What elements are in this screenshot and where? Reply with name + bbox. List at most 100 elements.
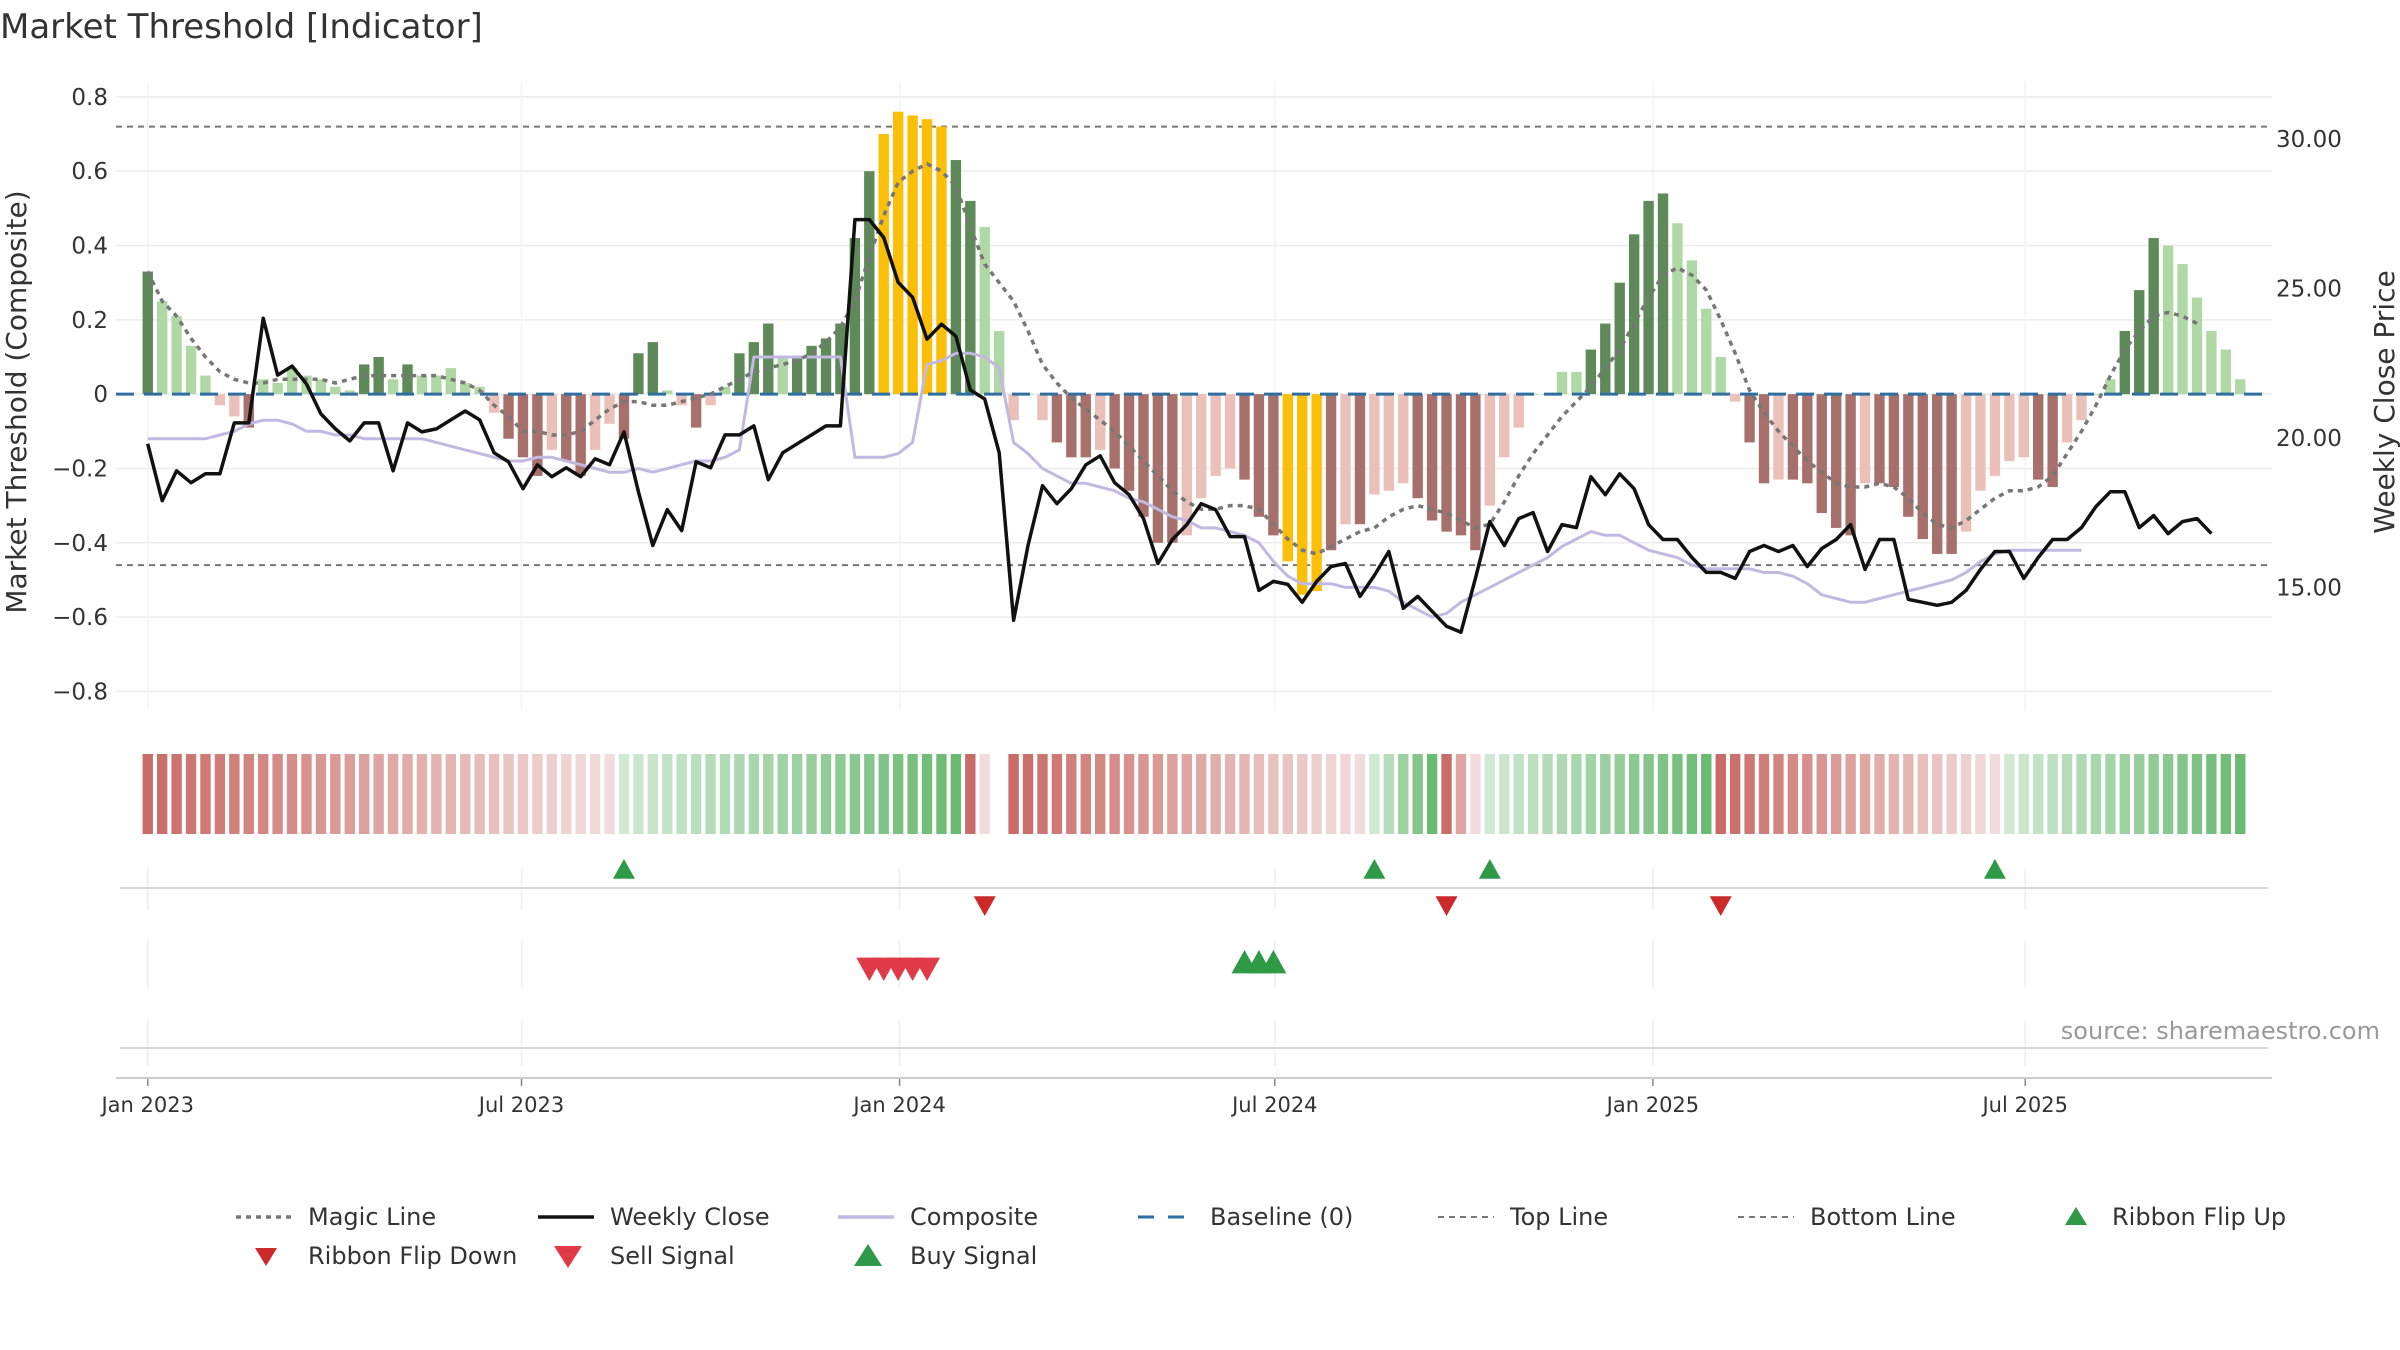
composite-bar bbox=[1095, 394, 1106, 450]
composite-bar bbox=[1874, 394, 1885, 484]
composite-bar bbox=[1600, 323, 1611, 395]
ribbon-cell bbox=[1542, 754, 1553, 834]
composite-bar bbox=[589, 394, 601, 450]
ribbon-cell bbox=[921, 754, 933, 834]
ribbon-cell bbox=[748, 754, 760, 834]
y-left-tick-label: −0.4 bbox=[52, 531, 108, 557]
ribbon-cell bbox=[200, 754, 211, 834]
ribbon-cell bbox=[965, 754, 976, 834]
chart-title: Market Threshold [Indicator] bbox=[0, 7, 483, 47]
composite-bar bbox=[1845, 394, 1856, 536]
ribbon-cell bbox=[2134, 754, 2145, 834]
legend-label: Top Line bbox=[1509, 1203, 1608, 1231]
composite-bar bbox=[849, 238, 861, 395]
composite-bar bbox=[258, 379, 269, 395]
ribbon-cell bbox=[1152, 754, 1164, 834]
ribbon-cell bbox=[1960, 754, 1972, 834]
limit-lines bbox=[116, 125, 2272, 567]
composite-bar bbox=[1123, 394, 1135, 491]
ribbon-cell bbox=[1239, 754, 1250, 834]
ribbon-cell bbox=[1484, 754, 1496, 834]
ribbon-cell bbox=[647, 754, 659, 834]
ribbon-cell bbox=[1874, 754, 1885, 834]
composite-bar bbox=[1975, 394, 1986, 491]
composite-bar bbox=[359, 364, 370, 395]
composite-bar bbox=[1701, 308, 1712, 395]
ribbon-cell bbox=[618, 754, 630, 834]
composite-bar bbox=[229, 394, 240, 417]
legend-label: Buy Signal bbox=[910, 1242, 1037, 1270]
ribbon-cell bbox=[777, 754, 788, 834]
composite-bar bbox=[604, 394, 615, 424]
composite-bar bbox=[1297, 394, 1308, 595]
composite-bar bbox=[618, 394, 630, 439]
ribbon-cell bbox=[820, 754, 832, 834]
ribbon-cell bbox=[503, 754, 514, 834]
composite-bar bbox=[1196, 394, 1207, 499]
ribbon-cell bbox=[676, 754, 687, 834]
composite-bar bbox=[993, 330, 1005, 395]
ribbon-cell bbox=[2076, 754, 2087, 834]
composite-bar bbox=[662, 390, 673, 395]
composite-bar bbox=[1614, 282, 1625, 395]
composite-bar bbox=[1932, 394, 1943, 554]
ribbon-cell bbox=[402, 754, 413, 834]
composite-bar bbox=[402, 364, 413, 395]
ribbon-cell bbox=[1325, 754, 1337, 834]
composite-bar bbox=[1224, 394, 1236, 469]
composite-bar bbox=[719, 386, 731, 395]
y-left-tick-label: 0.8 bbox=[71, 85, 108, 111]
composite-bar bbox=[1051, 394, 1063, 443]
composite-bar bbox=[1787, 394, 1799, 480]
ribbon-cell bbox=[185, 754, 197, 834]
composite-bar bbox=[2162, 245, 2174, 395]
composite-bar bbox=[1470, 394, 1481, 551]
composite-bar bbox=[1426, 394, 1438, 521]
composite-bar bbox=[171, 316, 182, 395]
ribbon-cell bbox=[1859, 754, 1871, 834]
ribbon-cell bbox=[1729, 754, 1741, 834]
composite-bar bbox=[1181, 394, 1192, 536]
ribbon-cell bbox=[1932, 754, 1943, 834]
composite-bar bbox=[633, 353, 644, 395]
composite-bar bbox=[1066, 394, 1077, 458]
composite-bar bbox=[1412, 394, 1423, 499]
ribbon-cell bbox=[719, 754, 731, 834]
ribbon-cell bbox=[1657, 754, 1669, 834]
ribbon-cell bbox=[2177, 754, 2188, 834]
ribbon-cell bbox=[1340, 754, 1351, 834]
ribbon-cell bbox=[1412, 754, 1423, 834]
composite-bar bbox=[1816, 394, 1827, 514]
ribbon-cell bbox=[532, 754, 543, 834]
ribbon-cell bbox=[1455, 754, 1467, 834]
ribbon-cell bbox=[1802, 754, 1813, 834]
ribbon-cell bbox=[1917, 754, 1928, 834]
composite-bars bbox=[142, 111, 2246, 595]
ribbon-cell bbox=[1816, 754, 1827, 834]
composite-bar bbox=[200, 375, 211, 395]
composite-bar bbox=[431, 375, 442, 395]
composite-bar bbox=[532, 394, 543, 476]
y-left-tick-label: 0.4 bbox=[71, 234, 108, 260]
ribbon-cell bbox=[1095, 754, 1106, 834]
ribbon-cell bbox=[878, 754, 889, 834]
ribbon-cell bbox=[1470, 754, 1481, 834]
composite-bar bbox=[1686, 260, 1698, 395]
composite-bar bbox=[2206, 330, 2217, 395]
composite-bar bbox=[344, 390, 355, 395]
legend-label: Sell Signal bbox=[610, 1242, 735, 1270]
composite-bar bbox=[1672, 223, 1683, 395]
composite-bar bbox=[1080, 394, 1091, 458]
composite-bar bbox=[1657, 193, 1669, 395]
x-tick-label: Jul 2023 bbox=[477, 1093, 564, 1117]
composite-bar bbox=[1989, 394, 2001, 476]
legend-label: Bottom Line bbox=[1810, 1203, 1956, 1231]
composite-bar bbox=[1037, 394, 1048, 421]
ribbon-flip-down-marker bbox=[973, 896, 996, 916]
ribbon-cell bbox=[1571, 754, 1582, 834]
ribbon-cell bbox=[1383, 754, 1395, 834]
ribbon-cell bbox=[1210, 754, 1221, 834]
ribbon-cell bbox=[1499, 754, 1510, 834]
y-left-tick-label: −0.2 bbox=[52, 456, 108, 482]
composite-bar bbox=[921, 119, 933, 395]
